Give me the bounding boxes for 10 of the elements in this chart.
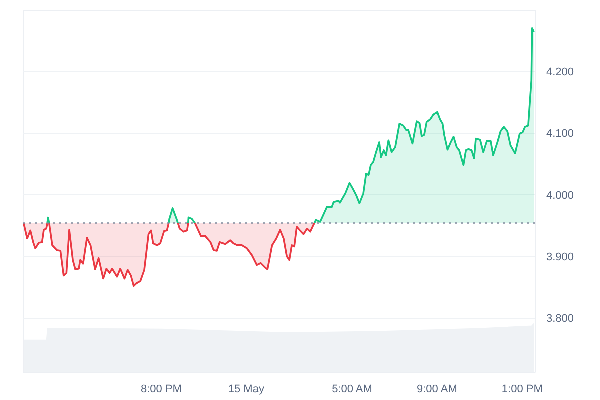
y-tick-label: 4.000 xyxy=(546,190,574,202)
x-tick-label: 9:00 AM xyxy=(417,384,458,396)
x-tick-label: 8:00 PM xyxy=(141,384,182,396)
y-tick-label: 3.900 xyxy=(546,252,574,264)
y-tick-label: 3.800 xyxy=(546,313,574,326)
x-tick-label: 15 May xyxy=(228,384,265,396)
y-tick-label: 4.100 xyxy=(546,128,574,140)
x-tick-label: 5:00 AM xyxy=(332,384,372,396)
y-tick-label: 4.200 xyxy=(546,66,574,79)
x-tick-label: 1:00 PM xyxy=(502,384,543,396)
